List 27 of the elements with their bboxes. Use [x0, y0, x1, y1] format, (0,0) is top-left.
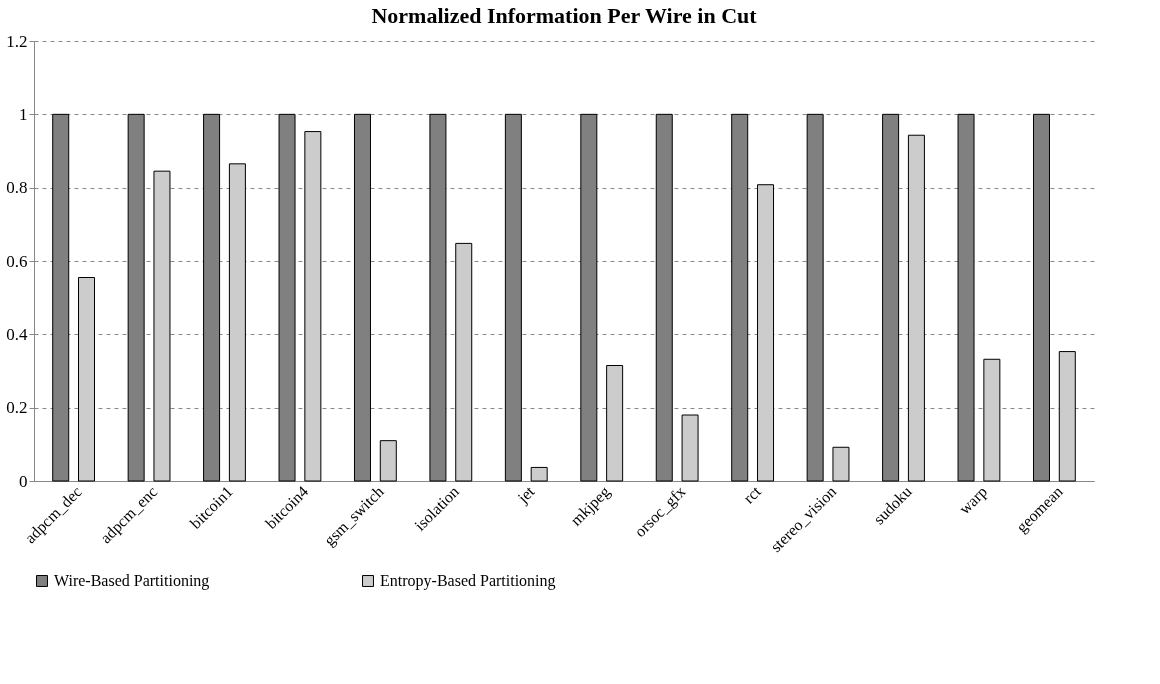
y-tick-label: 0.2 [6, 398, 28, 418]
y-tick-label: 0 [19, 471, 28, 491]
bar [606, 365, 624, 482]
y-tick-label: 0.8 [6, 178, 28, 198]
bar [153, 170, 171, 482]
x-tick-label: rct [739, 482, 765, 507]
x-tick-label: warp [955, 482, 991, 519]
bar [78, 277, 96, 482]
bar [379, 440, 397, 482]
bar [907, 134, 925, 482]
chart-title: Normalized Information Per Wire in Cut [371, 3, 758, 28]
y-tick-label: 0.6 [6, 251, 28, 271]
bar [455, 242, 473, 482]
y-tick-label: 0.4 [6, 324, 28, 344]
bar [530, 466, 548, 482]
y-tick-label: 1 [19, 104, 28, 124]
bar [757, 184, 775, 482]
x-tick-label: jet [513, 482, 539, 508]
bar [228, 163, 246, 482]
bar [304, 131, 322, 482]
legend-label: Wire-Based Partitioning [54, 572, 210, 590]
bar [832, 446, 850, 482]
y-tick-label: 1.2 [6, 31, 28, 51]
bar [1058, 351, 1076, 482]
bar [983, 358, 1001, 482]
bar [681, 414, 699, 482]
legend-label: Entropy-Based Partitioning [380, 572, 556, 590]
